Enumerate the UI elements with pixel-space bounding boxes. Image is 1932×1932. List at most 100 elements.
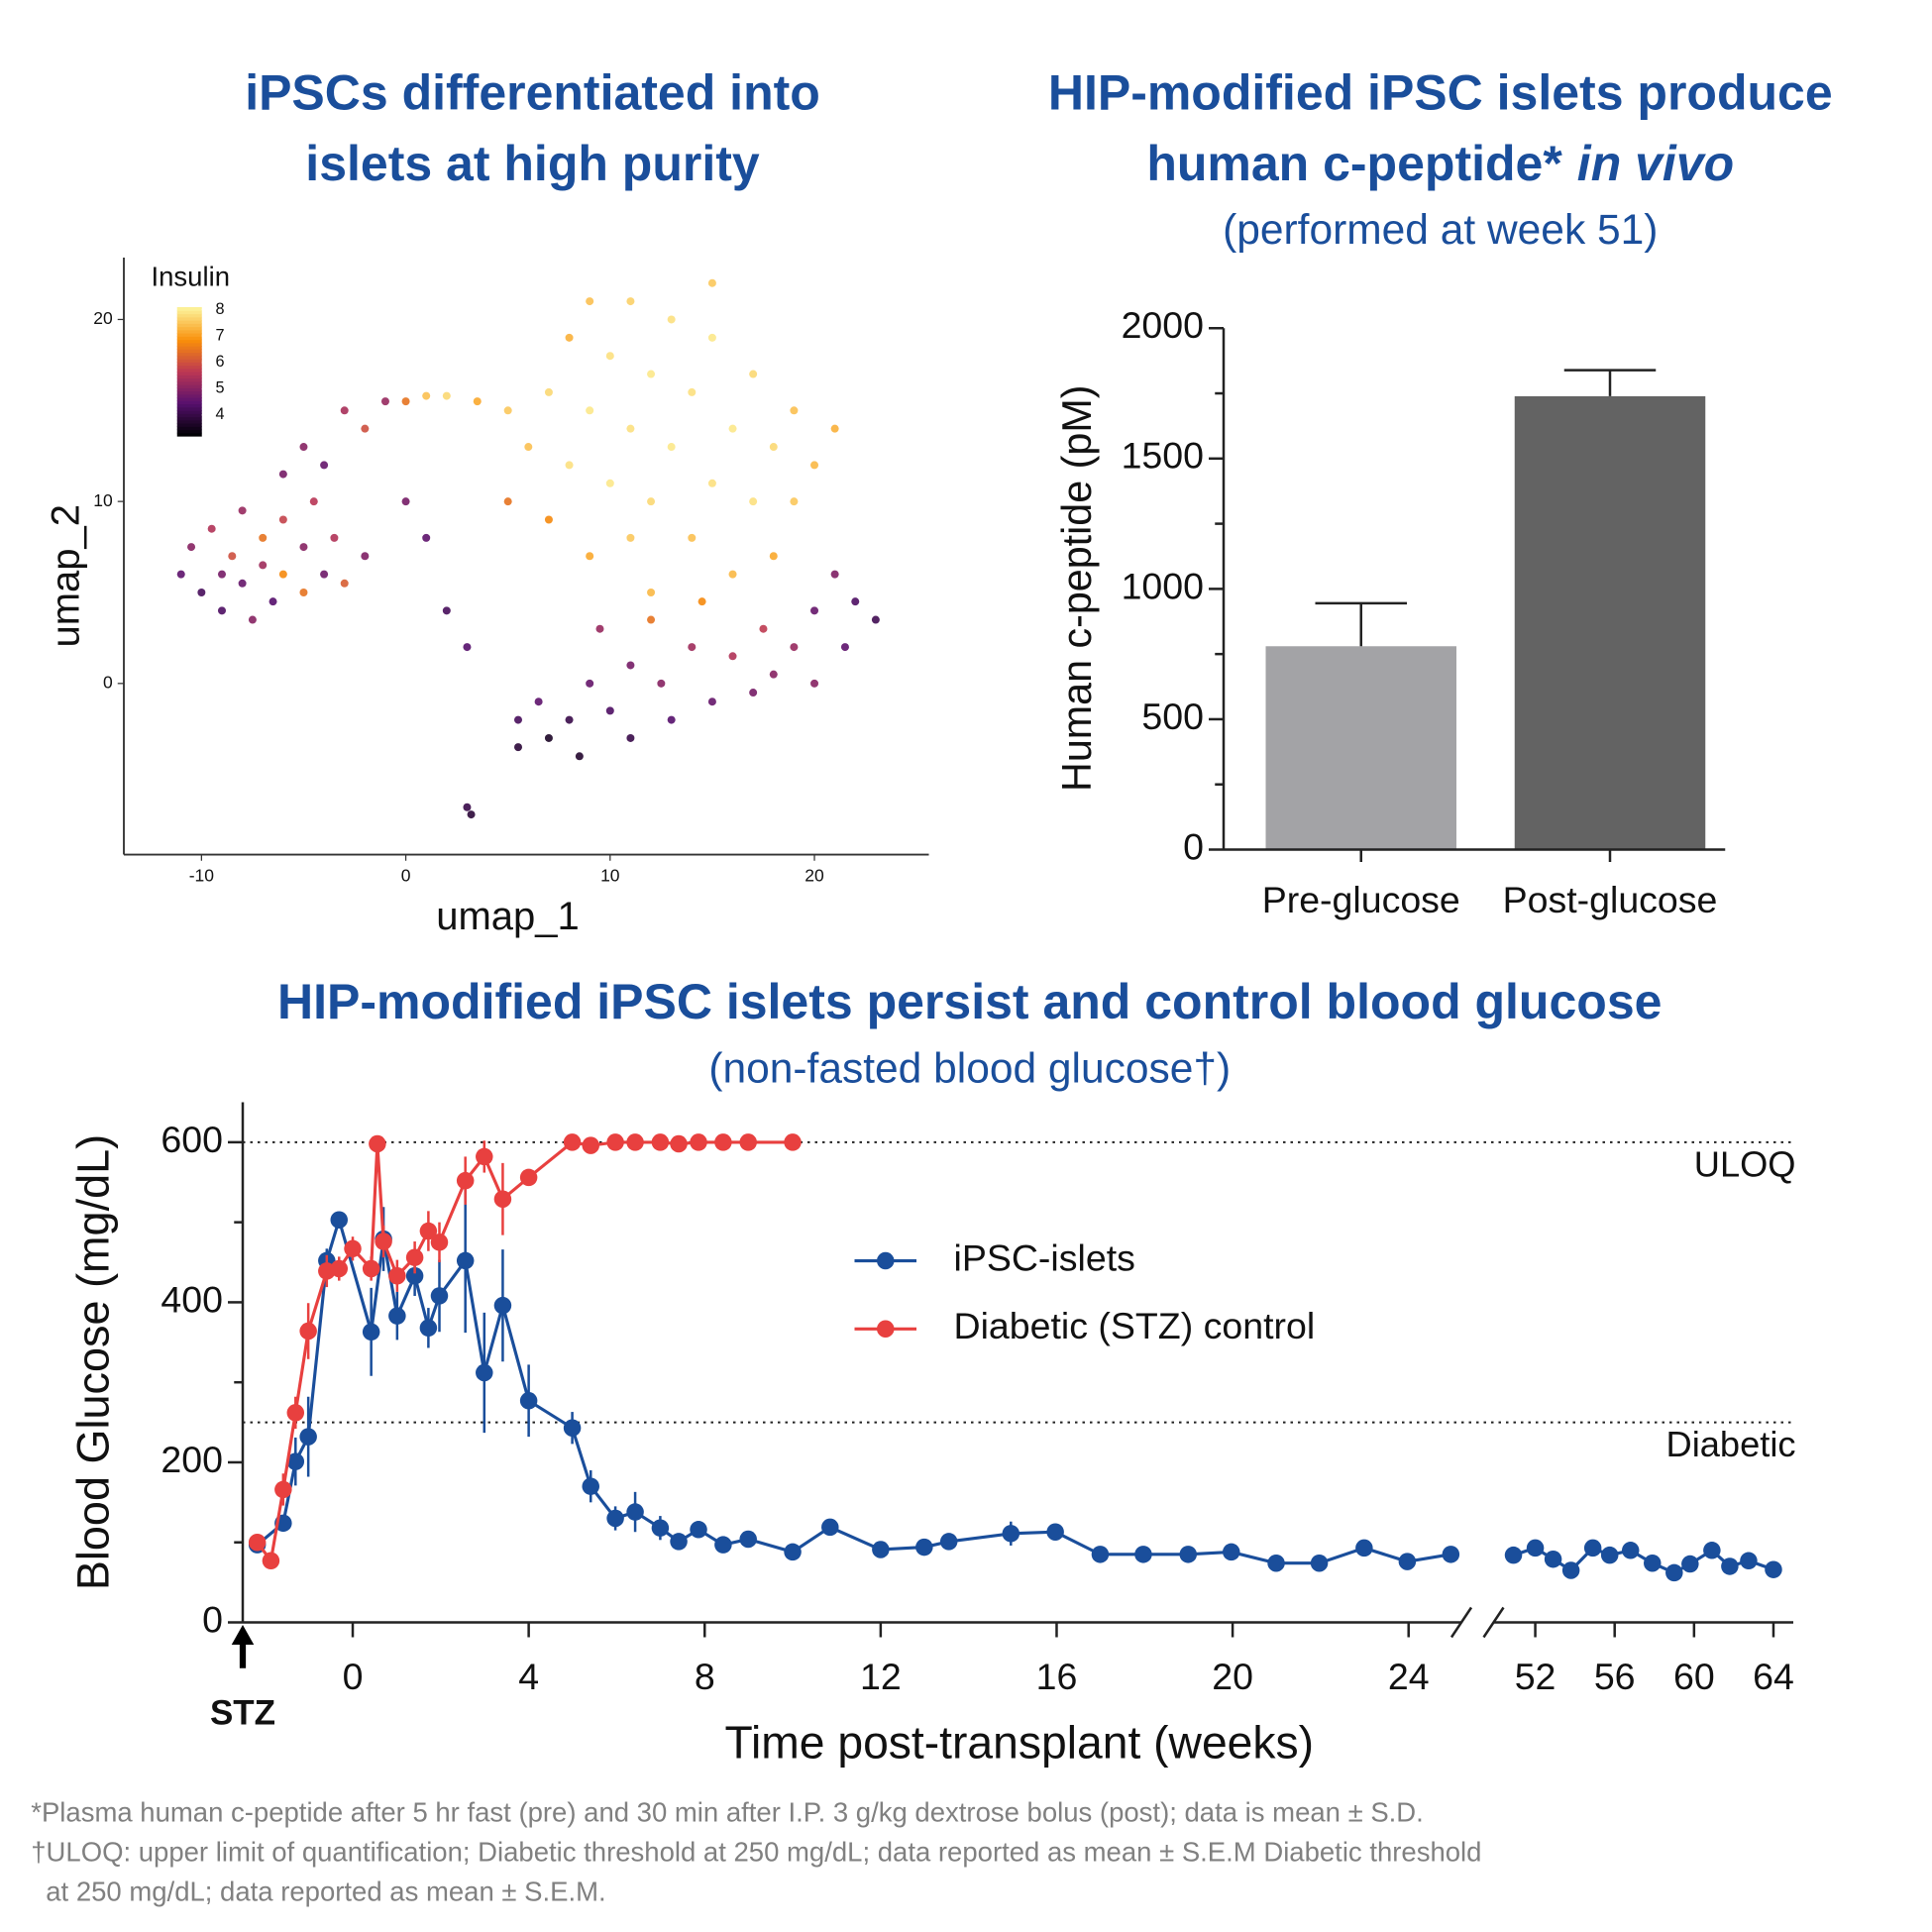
cell-point <box>830 424 839 433</box>
axis-break <box>1449 1606 1473 1639</box>
data-point <box>626 1503 644 1521</box>
data-point <box>563 1133 582 1151</box>
cell-point <box>667 315 676 324</box>
data-point <box>299 1428 317 1446</box>
data-point <box>690 1521 707 1539</box>
cell-point <box>586 679 594 688</box>
data-point <box>493 1190 512 1208</box>
cell-point <box>657 679 666 688</box>
colorbar-step <box>176 426 202 431</box>
umap-title: iPSCs differentiated into <box>245 65 820 121</box>
data-point <box>872 1541 890 1558</box>
cell-point <box>647 588 656 596</box>
cell-point <box>422 533 431 542</box>
colorbar-tick-label: 7 <box>216 326 225 344</box>
colorbar-tick-label: 6 <box>216 353 225 371</box>
y-tick-label: 200 <box>161 1439 223 1480</box>
data-point <box>582 1136 599 1154</box>
colorbar-step <box>176 372 202 376</box>
data-point <box>1740 1552 1758 1570</box>
data-point <box>1091 1546 1110 1563</box>
colorbar-step <box>176 423 202 427</box>
data-point <box>330 1259 348 1278</box>
cell-point <box>361 424 370 433</box>
cell-point <box>207 524 216 533</box>
x-tick-label: Post-glucose <box>1503 879 1718 920</box>
cell-point <box>810 606 819 615</box>
cell-point <box>565 333 574 342</box>
colorbar-step <box>176 416 202 421</box>
cell-point <box>463 803 472 811</box>
data-point <box>1442 1546 1460 1563</box>
cell-point <box>197 588 206 596</box>
cell-point <box>217 570 226 579</box>
cell-point <box>769 670 778 679</box>
colorbar-step <box>176 355 202 360</box>
data-point <box>493 1296 512 1315</box>
cell-point <box>217 606 226 615</box>
data-point <box>939 1533 958 1551</box>
cell-point <box>524 443 533 452</box>
data-point <box>1561 1561 1580 1579</box>
cell-point <box>514 715 523 724</box>
cell-point <box>605 352 614 361</box>
cell-point <box>442 391 451 400</box>
data-point <box>419 1319 438 1338</box>
cell-point <box>544 515 553 524</box>
y-tick-label: 20 <box>93 308 113 328</box>
data-point <box>784 1133 802 1151</box>
cell-point <box>871 615 880 624</box>
cell-point <box>309 497 318 506</box>
colorbar-step <box>176 406 202 411</box>
cell-point <box>830 570 839 579</box>
cell-point <box>278 470 287 479</box>
data-point <box>1765 1560 1782 1578</box>
annotation-arrowhead <box>231 1625 255 1645</box>
x-axis-label: Time post-transplant (weeks) <box>724 1717 1314 1769</box>
footnote: at 250 mg/dL; data reported as mean ± S.… <box>46 1877 605 1907</box>
y-tick-label: 1500 <box>1122 435 1204 477</box>
cell-point <box>268 597 277 606</box>
cell-point <box>442 606 451 615</box>
cell-point <box>320 461 329 470</box>
data-point <box>476 1363 493 1382</box>
legend-label: Diabetic (STZ) control <box>954 1305 1316 1346</box>
cell-point <box>840 643 849 652</box>
x-tick-label: 64 <box>1753 1656 1794 1697</box>
cell-point <box>278 570 287 579</box>
cell-point <box>228 552 237 561</box>
data-point <box>1703 1542 1721 1559</box>
cell-point <box>565 461 574 470</box>
data-point <box>1526 1539 1545 1557</box>
x-tick-label: 10 <box>600 866 620 886</box>
y-tick-label: 2000 <box>1122 304 1204 346</box>
colorbar-tick-label: 4 <box>216 405 225 423</box>
colorbar-step <box>176 419 202 424</box>
data-point <box>563 1419 582 1437</box>
data-point <box>1583 1539 1602 1557</box>
data-point <box>739 1133 757 1151</box>
bar-title-italic: in vivo <box>1577 136 1734 191</box>
colorbar-step <box>176 307 202 311</box>
cell-point <box>473 397 482 406</box>
colorbar-step <box>176 403 202 408</box>
data-point <box>519 1168 538 1187</box>
cell-point <box>749 497 758 506</box>
bar-title-part: human c-peptide* <box>1146 136 1562 191</box>
cell-point <box>769 443 778 452</box>
colorbar-title: Insulin <box>152 262 231 292</box>
colorbar-step <box>176 333 202 337</box>
colorbar-step <box>176 384 202 388</box>
data-point <box>651 1133 670 1151</box>
x-axis-label: umap_1 <box>436 895 580 938</box>
cell-point <box>320 570 329 579</box>
cell-point <box>626 733 635 742</box>
cell-point <box>422 391 431 400</box>
data-point <box>1544 1550 1562 1568</box>
colorbar-step <box>176 387 202 392</box>
bar <box>1514 395 1706 850</box>
cell-point <box>595 624 604 633</box>
data-point <box>1134 1546 1152 1563</box>
data-point <box>519 1392 538 1410</box>
cell-point <box>380 397 389 406</box>
